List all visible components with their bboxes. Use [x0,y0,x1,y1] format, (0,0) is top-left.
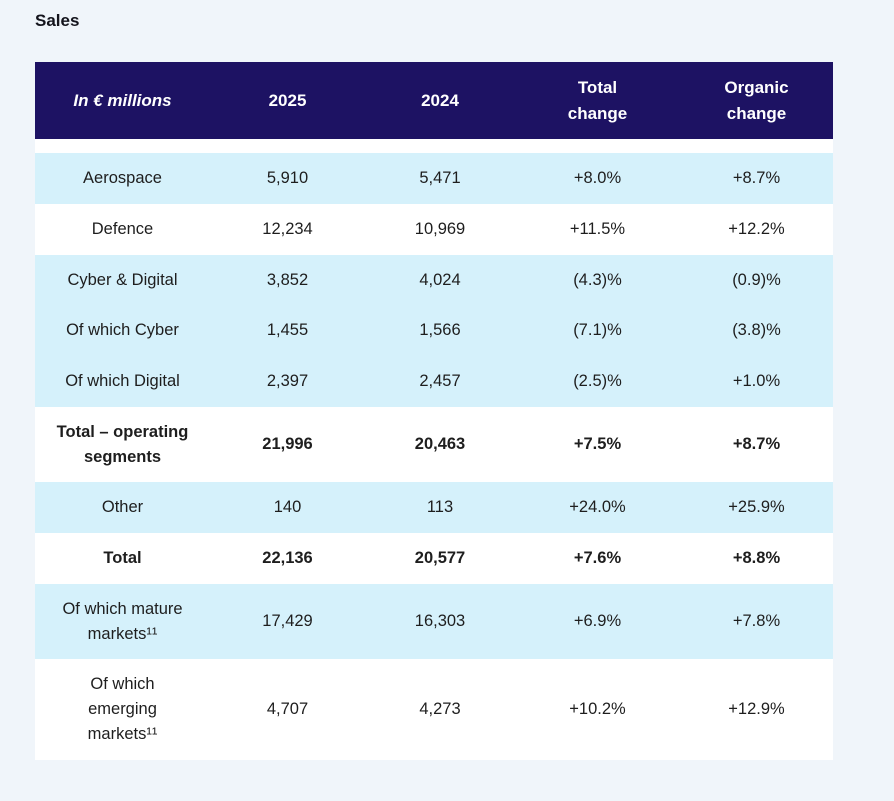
column-header-organic-change: Organic change [680,62,833,139]
row-label-cell: Defence [35,203,210,255]
table-row: Aerospace 5,910 5,471 +8.0% +8.7% [35,153,833,204]
value-2025-cell: 17,429 [210,583,365,660]
row-label-cell: Other [35,482,210,533]
value-2025-cell: 12,234 [210,203,365,255]
organic-change-cell: +7.8% [680,583,833,660]
sales-table-body: Aerospace 5,910 5,471 +8.0% +8.7% Defenc… [35,139,833,760]
organic-change-cell: +25.9% [680,482,833,533]
organic-change-cell: +12.9% [680,659,833,760]
value-2025-cell: 21,996 [210,406,365,483]
table-row: Of which Digital 2,397 2,457 (2.5)% +1.0… [35,356,833,407]
total-change-cell: +8.0% [515,153,680,204]
total-change-cell: +7.6% [515,533,680,584]
organic-change-cell: +8.7% [680,406,833,483]
table-row: Total 22,136 20,577 +7.6% +8.8% [35,533,833,584]
row-label-cell: Total [35,533,210,584]
row-label-cell: Of which Cyber [35,305,210,356]
total-change-cell: +7.5% [515,406,680,483]
organic-change-cell: (0.9)% [680,254,833,306]
value-2024-cell: 2,457 [365,356,515,407]
row-label-cell: Aerospace [35,153,210,204]
organic-change-cell: (3.8)% [680,305,833,356]
value-2025-cell: 2,397 [210,356,365,407]
value-2024-cell: 20,577 [365,533,515,584]
table-row: Total – operating segments 21,996 20,463… [35,406,833,483]
organic-change-cell: +8.7% [680,153,833,204]
table-row: Cyber & Digital 3,852 4,024 (4.3)% (0.9)… [35,254,833,306]
table-header: In € millions 2025 2024 Total change Org… [35,62,833,139]
sales-table: In € millions 2025 2024 Total change Org… [35,62,833,760]
section-title: Sales [35,11,80,30]
table-row: Other 140 113 +24.0% +25.9% [35,482,833,533]
table-row: Of which emerging markets¹¹ 4,707 4,273 … [35,659,833,760]
column-header-2025: 2025 [210,62,365,139]
organic-change-cell: +1.0% [680,356,833,407]
header-gap [35,139,833,153]
value-2025-cell: 22,136 [210,533,365,584]
column-header-2024: 2024 [365,62,515,139]
row-label-cell: Total – operating segments [35,406,210,483]
total-change-cell: +6.9% [515,583,680,660]
value-2025-cell: 3,852 [210,254,365,306]
value-2025-cell: 140 [210,482,365,533]
total-change-cell: +24.0% [515,482,680,533]
value-2024-cell: 16,303 [365,583,515,660]
value-2025-cell: 5,910 [210,153,365,204]
row-label-cell: Cyber & Digital [35,254,210,306]
row-label-cell: Of which emerging markets¹¹ [35,659,210,760]
row-label-cell: Of which mature markets¹¹ [35,583,210,660]
total-change-cell: +10.2% [515,659,680,760]
value-2024-cell: 113 [365,482,515,533]
value-2024-cell: 20,463 [365,406,515,483]
total-change-cell: (7.1)% [515,305,680,356]
header-gap-row [35,139,833,153]
total-change-cell: (4.3)% [515,254,680,306]
total-change-cell: (2.5)% [515,356,680,407]
header-row: In € millions 2025 2024 Total change Org… [35,62,833,139]
organic-change-cell: +8.8% [680,533,833,584]
value-2025-cell: 1,455 [210,305,365,356]
column-header-unit: In € millions [35,62,210,139]
value-2024-cell: 5,471 [365,153,515,204]
table-row: Of which mature markets¹¹ 17,429 16,303 … [35,583,833,660]
value-2024-cell: 4,024 [365,254,515,306]
value-2024-cell: 10,969 [365,203,515,255]
row-label-cell: Of which Digital [35,356,210,407]
table-row: Of which Cyber 1,455 1,566 (7.1)% (3.8)% [35,305,833,356]
total-change-cell: +11.5% [515,203,680,255]
value-2024-cell: 1,566 [365,305,515,356]
table-row: Defence 12,234 10,969 +11.5% +12.2% [35,203,833,255]
value-2025-cell: 4,707 [210,659,365,760]
organic-change-cell: +12.2% [680,203,833,255]
column-header-total-change: Total change [515,62,680,139]
value-2024-cell: 4,273 [365,659,515,760]
